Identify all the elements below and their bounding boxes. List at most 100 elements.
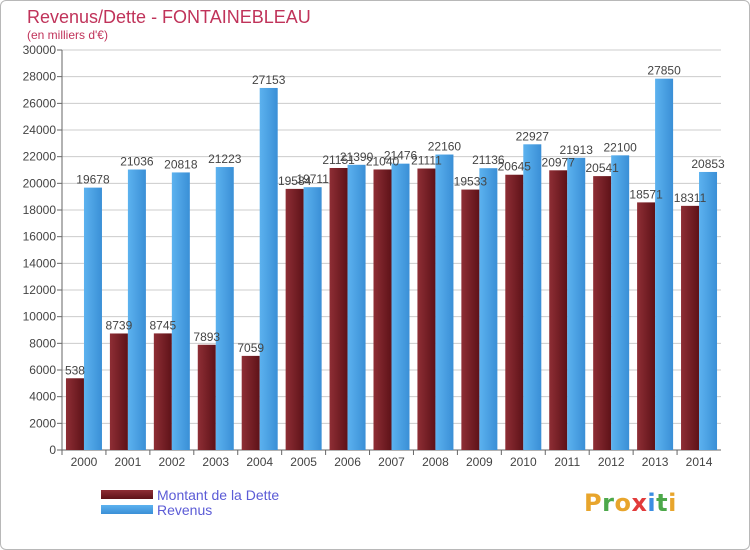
y-tick-label: 28000 [23, 70, 57, 84]
y-tick-label: 14000 [23, 256, 57, 270]
bar-revenus [215, 167, 234, 450]
bar-revenus [611, 155, 630, 451]
proxiti-logo: Proxiti [584, 489, 677, 517]
bar-revenus [699, 171, 718, 450]
bar-dette [241, 355, 260, 450]
data-label-revenus: 20853 [691, 157, 725, 171]
y-tick-label: 12000 [23, 283, 57, 297]
y-tick-label: 22000 [23, 150, 57, 164]
data-label-revenus: 21476 [384, 149, 418, 163]
data-label-dette: 20541 [585, 161, 619, 175]
bar-revenus [567, 157, 586, 450]
data-label-revenus: 19678 [76, 173, 110, 187]
x-tick-label: 2009 [466, 455, 493, 469]
data-label-revenus: 21390 [340, 150, 374, 164]
bar-dette [65, 378, 84, 450]
y-tick-label: 2000 [29, 416, 56, 430]
y-tick-label: 6000 [29, 363, 56, 377]
x-tick-label: 2001 [115, 455, 142, 469]
data-label-dette: 21151 [322, 153, 355, 167]
data-label-dette: 19584 [278, 174, 312, 188]
data-label-revenus: 27153 [252, 73, 286, 87]
bar-dette [505, 174, 524, 450]
logo-letter: i [668, 489, 677, 517]
data-label-dette: 7893 [193, 330, 220, 344]
data-label-dette: 18311 [674, 191, 707, 205]
data-label-revenus: 21036 [120, 155, 154, 169]
bar-dette [197, 344, 216, 450]
data-label-dette: 18571 [629, 187, 663, 201]
bar-revenus [259, 87, 278, 451]
y-tick-label: 24000 [23, 123, 57, 137]
bar-revenus [303, 187, 322, 451]
data-label-dette: 20977 [542, 155, 576, 169]
bar-revenus [435, 154, 454, 451]
bar-revenus [83, 187, 102, 451]
data-label-dette: 7059 [237, 341, 264, 355]
y-tick-label: 8000 [29, 336, 56, 350]
logo-letter: x [631, 489, 648, 517]
bar-dette [637, 202, 656, 450]
x-tick-label: 2012 [598, 455, 625, 469]
y-tick-label: 18000 [23, 203, 57, 217]
data-label-dette: 21111 [411, 154, 442, 168]
data-label-revenus: 20818 [164, 157, 198, 171]
x-tick-label: 2011 [554, 455, 580, 469]
legend-label-dette: Montant de la Dette [157, 486, 280, 503]
x-tick-label: 2005 [290, 455, 317, 469]
bar-revenus [171, 172, 190, 450]
bar-dette [153, 333, 172, 450]
bar-dette [329, 167, 348, 450]
bar-revenus [391, 163, 410, 451]
data-label-revenus: 22100 [603, 140, 637, 154]
data-label-revenus: 21136 [472, 153, 505, 167]
bar-revenus [127, 169, 146, 450]
chart-title: Revenus/Dette - FONTAINEBLEAU [27, 7, 311, 27]
y-tick-label: 0 [49, 443, 56, 457]
x-tick-label: 2000 [71, 455, 98, 469]
bar-revenus [655, 78, 674, 451]
data-label-dette: 19533 [454, 175, 488, 189]
bar-dette [417, 168, 436, 450]
y-tick-label: 30000 [23, 43, 57, 57]
x-tick-label: 2004 [246, 455, 273, 469]
x-tick-label: 2013 [642, 455, 669, 469]
x-tick-label: 2006 [334, 455, 361, 469]
y-tick-label: 4000 [29, 390, 56, 404]
legend-swatch-dette [101, 490, 153, 499]
legend-item-revenus: Revenus [101, 501, 279, 518]
bar-revenus [523, 144, 542, 450]
data-label-revenus: 22927 [516, 129, 550, 143]
data-label-revenus: 21223 [208, 152, 242, 166]
bar-revenus [347, 164, 366, 451]
x-tick-label: 2007 [378, 455, 405, 469]
y-tick-label: 16000 [23, 230, 57, 244]
bar-dette [549, 170, 568, 450]
data-label-dette: 8745 [149, 318, 176, 332]
legend-item-dette: Montant de la Dette [101, 486, 280, 503]
y-tick-label: 20000 [23, 176, 57, 190]
logo-letter: r [602, 489, 615, 517]
bar-dette [373, 169, 392, 450]
logo-letter: i [647, 489, 657, 517]
chart-legend: Montant de la Dette Revenus [101, 486, 280, 518]
data-label-revenus: 21913 [560, 143, 594, 157]
logo-letter: P [584, 489, 603, 517]
data-label-revenus: 19711 [296, 172, 329, 186]
y-tick-label: 10000 [23, 310, 57, 324]
y-tick-label: 26000 [23, 96, 57, 110]
bar-dette [593, 176, 612, 450]
x-tick-label: 2014 [686, 455, 713, 469]
x-tick-label: 2003 [202, 455, 229, 469]
bar-revenus [479, 168, 498, 451]
bar-dette [109, 333, 128, 450]
data-label-revenus: 27850 [647, 64, 681, 78]
bar-dette [681, 205, 700, 450]
data-label-dette: 8739 [106, 318, 133, 332]
legend-label-revenus: Revenus [157, 501, 213, 518]
logo-letter: o [614, 489, 632, 517]
legend-swatch-revenus [101, 505, 153, 514]
data-label-dette: 538 [65, 363, 85, 377]
x-tick-label: 2002 [158, 455, 185, 469]
